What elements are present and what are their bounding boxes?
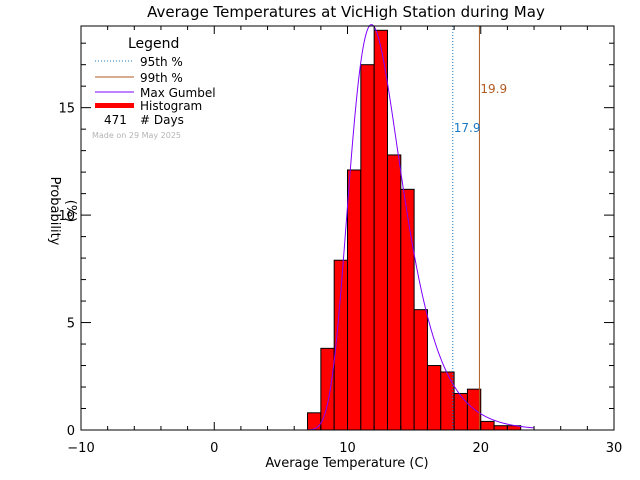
histogram-bar [493, 425, 508, 431]
histogram-bar [373, 29, 388, 431]
legend-p99-label: 99th % [140, 71, 183, 85]
x-tick-label: 0 [210, 441, 218, 456]
x-tick-label: 20 [472, 441, 489, 456]
y-tick-label: 10 [58, 209, 75, 224]
histogram-bar [400, 188, 415, 431]
legend-histogram-label: Histogram [140, 99, 202, 113]
legend-histogram-swatch [95, 103, 134, 108]
x-tick-label: 10 [339, 441, 356, 456]
histogram-bar [426, 365, 442, 431]
p95-value-label: 17.9 [454, 121, 481, 135]
legend-gumbel-label: Max Gumbel [140, 86, 216, 100]
legend-title: Legend [128, 36, 179, 52]
y-axis-label: Probability [47, 177, 62, 246]
histogram-bars [307, 29, 522, 431]
days-count: 471 [104, 113, 127, 127]
histogram-bar [386, 154, 402, 431]
y-tick-labels: 0 5 10 15 [58, 102, 75, 439]
legend: Legend 95th % 99th % Max Gumbel Histogra… [92, 36, 216, 140]
histogram-bar [480, 420, 495, 431]
x-tick-label: 30 [606, 441, 623, 456]
y-tick-label: 0 [67, 424, 75, 439]
days-label: # Days [140, 113, 184, 127]
y-tick-label: 5 [67, 317, 75, 332]
histogram-bar [347, 169, 362, 431]
histogram-bar [440, 371, 455, 431]
gumbel-curve [307, 24, 535, 431]
histogram-bar [307, 412, 322, 431]
histogram-bar [360, 64, 375, 431]
x-tick-label: −10 [67, 441, 94, 456]
x-axis-label: Average Temperature (C) [265, 456, 428, 471]
histogram-bar [453, 392, 468, 431]
chart-title: Average Temperatures at VicHigh Station … [147, 3, 545, 21]
made-on-note: Made on 29 May 2025 [92, 131, 181, 140]
histogram-bar [413, 309, 428, 431]
axis-ticks [80, 26, 615, 431]
legend-p95-label: 95th % [140, 55, 183, 69]
y-axis-unit: (%) [63, 200, 78, 223]
p99-value-label: 19.9 [480, 82, 507, 96]
y-tick-label: 15 [58, 102, 75, 117]
histogram-bar [320, 347, 335, 431]
x-tick-labels: −10 0 10 20 30 [67, 441, 622, 456]
